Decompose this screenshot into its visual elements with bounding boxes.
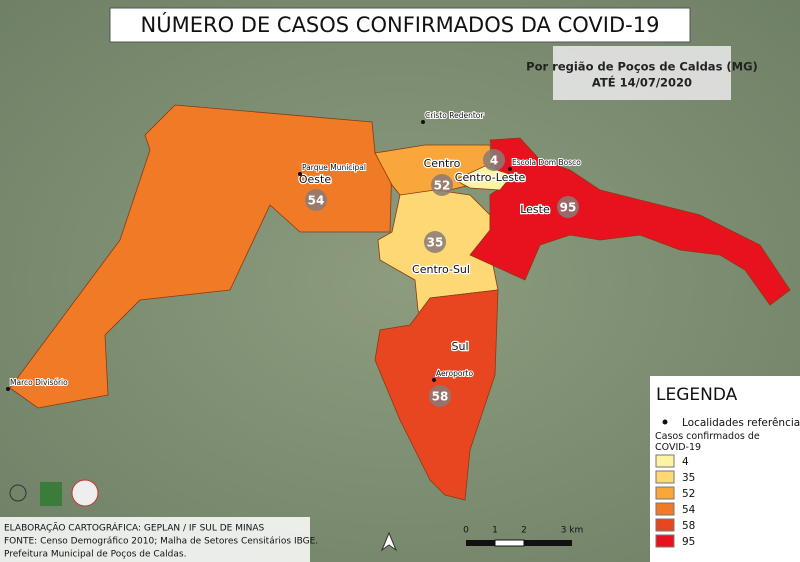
scale-segment: [524, 540, 572, 546]
case-badge: [424, 231, 446, 253]
legend-swatch: [655, 518, 675, 532]
logos: [9, 479, 99, 507]
logo: [9, 484, 27, 502]
credits-box: [0, 517, 310, 562]
legend-cases-title: Casos confirmados de COVID-19: [655, 431, 760, 453]
scale-bar: [466, 539, 572, 547]
case-count: 4: [490, 154, 498, 168]
case-count: 95: [560, 201, 577, 215]
case-badge: [305, 189, 327, 211]
subtitle: Por região de Poços de Caldas (MG): [526, 60, 758, 74]
region-name: Centro-Sul: [412, 263, 470, 276]
landmark-label: Escola Dom Bosco: [512, 158, 581, 167]
region-name: Sul: [451, 340, 468, 353]
title: NÚMERO DE CASOS CONFIRMADOS DA COVID-19: [141, 12, 660, 37]
legend-box: [650, 376, 800, 562]
region-name: Leste: [520, 203, 550, 216]
legend-value: 35: [682, 472, 695, 484]
landmark-point: [298, 172, 302, 176]
landmark-label: Aeroporto: [436, 369, 473, 378]
title-box: [109, 7, 691, 43]
case-count: 52: [434, 179, 451, 193]
scale-label: 2: [521, 526, 527, 536]
region: [374, 144, 493, 201]
case-badge: [483, 149, 505, 171]
case-badge: [429, 385, 451, 407]
case-count: 35: [427, 236, 444, 250]
region-name: Centro-Leste: [455, 171, 526, 184]
region: [469, 137, 791, 306]
landmark-point: [508, 167, 512, 171]
logo: [40, 482, 62, 506]
landmark-point: [6, 387, 10, 391]
region-name: Centro: [424, 157, 461, 170]
legend-swatch: [655, 486, 675, 500]
case-badge: [557, 196, 579, 218]
credit-line: Prefeitura Municipal de Poços de Caldas.: [4, 550, 186, 560]
region-name: Oeste: [299, 173, 331, 186]
legend-title: LEGENDA: [656, 385, 738, 405]
scale-segment: [494, 539, 525, 547]
scale-label: 3 km: [561, 526, 584, 536]
subtitle: ATÉ 14/07/2020: [592, 75, 692, 90]
logo: [71, 479, 99, 507]
legend-swatch: [655, 502, 675, 516]
scale-label: 0: [463, 526, 469, 536]
landmark-label: Marco Divisório: [10, 378, 68, 387]
case-count: 54: [308, 194, 325, 208]
legend-value: 58: [682, 520, 695, 532]
credit-line: FONTE: Censo Demográfico 2010; Malha de …: [4, 537, 318, 547]
landmark-point: [432, 378, 436, 382]
landmark-label: Parque Municipal: [302, 163, 366, 172]
legend-point-label: Localidades referência: [682, 417, 800, 429]
credit-line: ELABORAÇÃO CARTOGRÁFICA: GEPLAN / IF SUL…: [4, 522, 265, 534]
region: [454, 165, 513, 191]
legend-swatch: [655, 454, 675, 468]
legend-cases-title-wrap: Casos confirmados de COVID-19: [655, 431, 760, 453]
case-count: 58: [432, 390, 449, 404]
legend-value: 54: [682, 504, 696, 516]
scale-segment: [466, 540, 495, 546]
legend-point-symbol: [662, 419, 668, 425]
case-badge: [431, 174, 453, 196]
subtitle-box: [553, 46, 731, 100]
legend-swatch: [655, 470, 675, 484]
legend-value: 4: [682, 456, 689, 468]
landmark-label: Cristo Redentor: [425, 111, 484, 120]
legend-value: 52: [682, 488, 695, 500]
legend-swatch: [655, 534, 675, 548]
landmark-point: [421, 120, 425, 124]
scale-label: 1: [492, 526, 498, 536]
legend-value: 95: [682, 536, 695, 548]
north-arrow: [380, 531, 398, 552]
